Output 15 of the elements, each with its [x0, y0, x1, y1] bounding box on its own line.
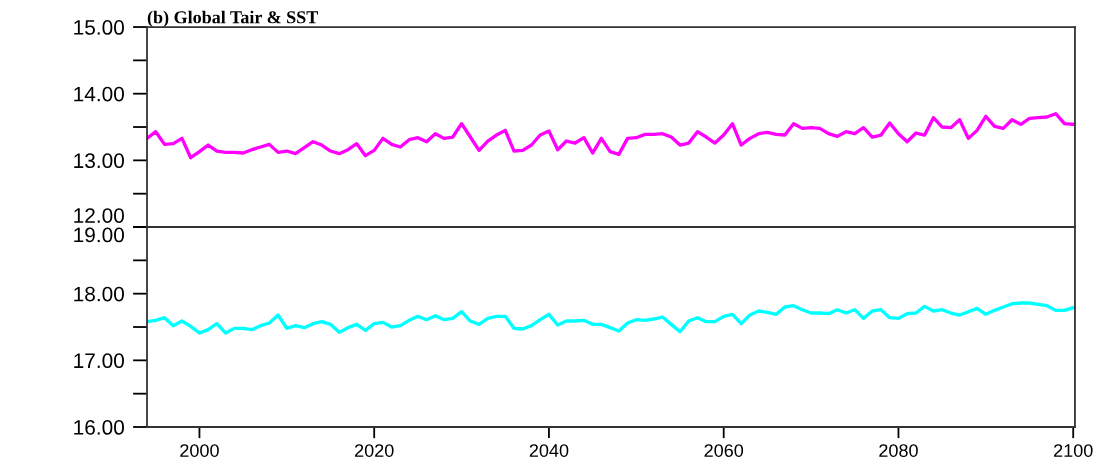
y-tick-label: 17.00	[74, 353, 124, 369]
y-tick-label: 16.00	[74, 420, 124, 435]
y-tick-label: 15.00	[74, 20, 124, 35]
x-tick-label: 2060	[704, 444, 744, 457]
x-tick-label: 2000	[180, 444, 219, 457]
y-tick-label: 19.00	[74, 227, 124, 243]
y-tick-label: 14.00	[74, 86, 124, 102]
x-tick-label: 2080	[879, 444, 918, 457]
x-tick-label: 2040	[529, 444, 569, 457]
x-tick-label: 2100	[1054, 444, 1093, 457]
y-tick-label: 18.00	[74, 286, 124, 302]
y-tick-label: 13.00	[74, 153, 124, 169]
chart-title: (b) Global Tair & SST	[147, 10, 319, 28]
y-tick-label: 12.00	[74, 208, 124, 223]
x-tick-label: 2020	[355, 444, 394, 457]
